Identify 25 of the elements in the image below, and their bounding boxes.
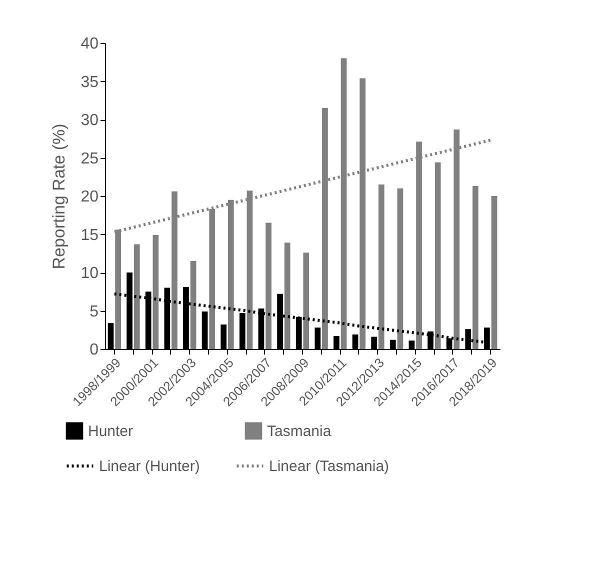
bar [472,186,478,349]
bar [378,184,384,349]
bar [397,188,404,349]
y-tick-label: 30 [80,112,99,129]
bar [266,222,272,349]
y-tick-label: 15 [80,226,99,244]
y-axis-title: Reporting Rate (%) [50,124,69,270]
legend-label: Tasmania [267,422,332,440]
y-tick-label: 5 [90,303,99,320]
y-tick-label: 20 [80,188,99,206]
bar [134,244,140,349]
bar [190,261,196,349]
y-tick-label: 35 [80,74,99,91]
legend-label: Hunter [88,422,134,440]
y-tick-label: 10 [80,265,99,282]
y-tick-label: 25 [80,150,99,168]
bar [434,162,441,349]
bar [491,196,498,349]
legend-label: Linear (Tasmania) [269,458,390,475]
y-tick-label: 40 [80,36,99,52]
bar [152,235,159,349]
bar [303,252,310,349]
bar [284,242,290,349]
y-tick-label: 0 [90,342,99,358]
legend-label: Linear (Hunter) [99,458,200,475]
